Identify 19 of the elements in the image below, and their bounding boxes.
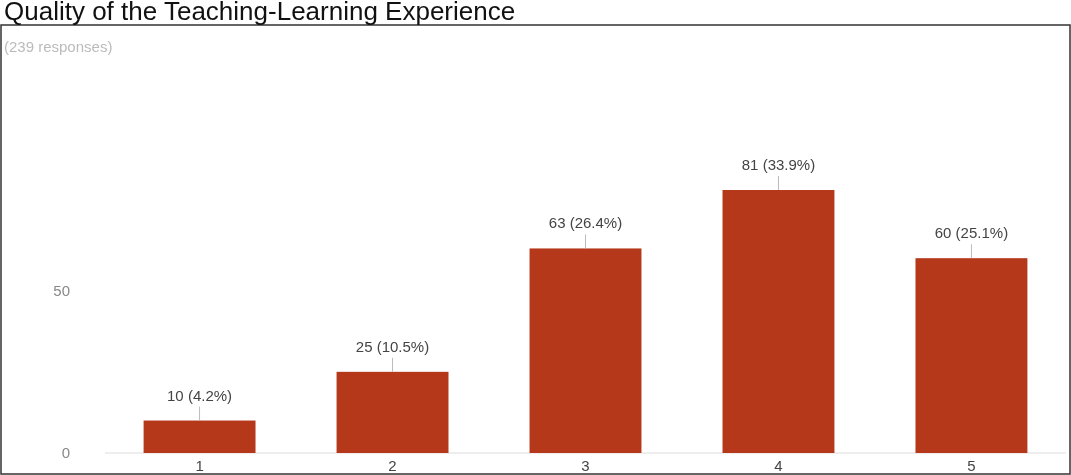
- chart-title: Quality of the Teaching-Learning Experience: [4, 0, 516, 26]
- x-tick-label: 3: [581, 457, 590, 474]
- x-tick-label: 1: [195, 457, 204, 474]
- x-tick-label: 5: [967, 457, 976, 474]
- x-tick-label: 4: [774, 457, 783, 474]
- y-tick-label: 0: [61, 444, 70, 461]
- x-tick-label: 2: [388, 457, 397, 474]
- bar: [915, 258, 1028, 453]
- data-label: 25 (10.5%): [355, 337, 430, 355]
- y-tick-label: 50: [53, 281, 70, 299]
- bar: [529, 248, 642, 453]
- data-label: 60 (25.1%): [934, 224, 1009, 242]
- data-label: 63 (26.4%): [548, 214, 623, 232]
- bar: [722, 190, 835, 453]
- bar: [143, 420, 256, 453]
- data-label: 10 (4.2%): [167, 386, 233, 404]
- bar: [336, 371, 449, 453]
- data-label: 81 (33.9%): [741, 156, 816, 173]
- chart-subtitle: (239 responses): [4, 38, 113, 55]
